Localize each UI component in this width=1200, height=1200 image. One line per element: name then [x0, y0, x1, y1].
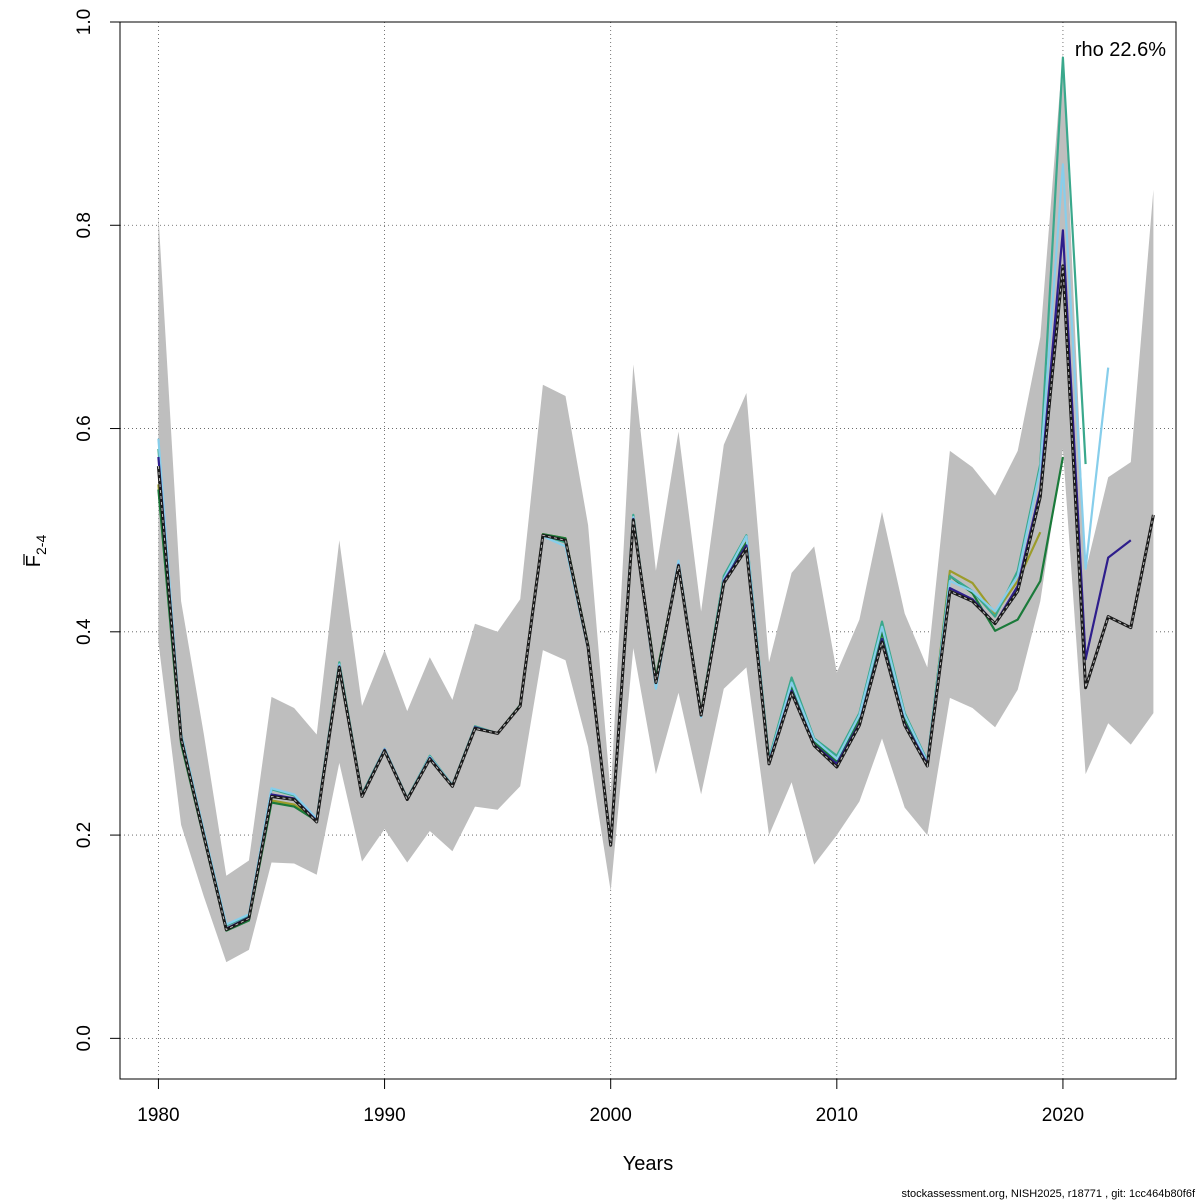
series-line-2024-final--dash — [157, 265, 1154, 931]
y-tick-label: 0.0 — [74, 1025, 95, 1051]
rho-annotation: rho 22.6% — [1075, 39, 1166, 61]
x-axis-title: Years — [623, 1153, 673, 1175]
svg-text:F2-4: F2-4 — [23, 535, 49, 568]
y-tick-label: 0.4 — [74, 618, 95, 645]
y-axis: 0.0 0.2 0.4 0.6 0.8 1.0 — [74, 9, 121, 1052]
y-axis-title: F2-4 — [23, 535, 49, 568]
confidence-band — [158, 52, 1154, 963]
x-axis: 1980 1990 2000 2010 2020 — [137, 1078, 1084, 1126]
x-tick-label: 1990 — [363, 1105, 405, 1126]
y-tick-label: 1.0 — [74, 9, 95, 35]
x-tick-label: 1980 — [137, 1105, 179, 1126]
y-tick-label: 0.6 — [74, 415, 95, 441]
confidence-band-area — [158, 52, 1154, 963]
y-axis-title-main: F — [23, 555, 45, 567]
footer-credit: stockassessment.org, NISH2025, r18771 , … — [902, 1188, 1196, 1200]
x-tick-label: 2020 — [1042, 1105, 1084, 1126]
x-tick-label: 2000 — [590, 1105, 632, 1126]
y-tick-label: 0.8 — [74, 212, 95, 238]
series-lines — [156, 56, 1155, 932]
x-tick-label: 2010 — [816, 1105, 858, 1126]
y-axis-title-subscript: 2-4 — [33, 535, 49, 555]
y-tick-label: 0.2 — [74, 822, 95, 848]
